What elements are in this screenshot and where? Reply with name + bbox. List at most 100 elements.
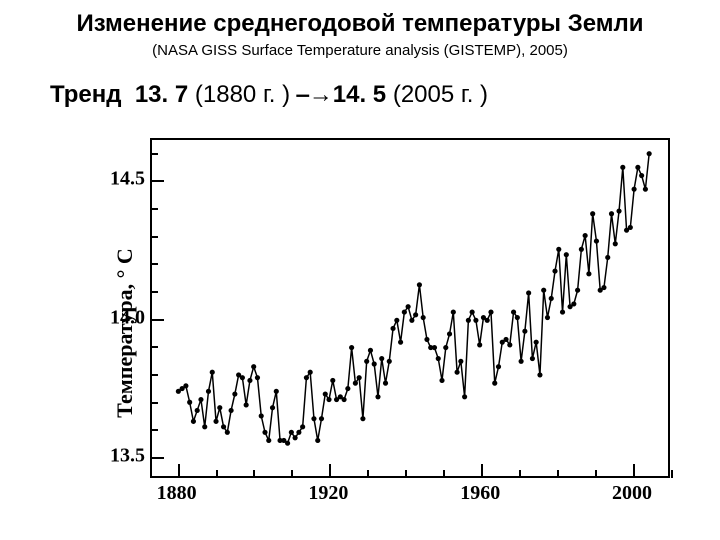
data-point xyxy=(413,312,418,317)
xtick-major xyxy=(481,464,483,478)
trend-line: Тренд 13. 7 (1880 г. ) ⎯→14. 5 (2005 г. … xyxy=(50,81,720,109)
data-point xyxy=(296,430,301,435)
data-point xyxy=(198,397,203,402)
data-point xyxy=(402,310,407,315)
xtick-major xyxy=(329,464,331,478)
data-point xyxy=(492,381,497,386)
data-point xyxy=(511,310,516,315)
data-point xyxy=(274,389,279,394)
xtick-minor xyxy=(253,470,255,478)
ytick-major xyxy=(150,180,164,182)
data-point xyxy=(635,165,640,170)
main-title: Изменение среднегодовой температуры Земл… xyxy=(0,0,720,38)
xtick-minor xyxy=(519,470,521,478)
data-point xyxy=(191,419,196,424)
data-point xyxy=(357,375,362,380)
data-point xyxy=(232,391,237,396)
data-point xyxy=(247,378,252,383)
data-point xyxy=(183,383,188,388)
data-line xyxy=(178,154,649,444)
data-point xyxy=(579,247,584,252)
data-point xyxy=(609,211,614,216)
data-point xyxy=(406,304,411,309)
ytick-minor xyxy=(150,402,158,404)
data-point xyxy=(229,408,234,413)
ytick-minor xyxy=(150,374,158,376)
data-point xyxy=(503,337,508,342)
data-point xyxy=(477,342,482,347)
data-point xyxy=(439,378,444,383)
data-point xyxy=(515,315,520,320)
data-point xyxy=(221,424,226,429)
data-point xyxy=(266,438,271,443)
data-point xyxy=(571,301,576,306)
data-point xyxy=(436,356,441,361)
ytick-label: 13.5 xyxy=(100,444,145,467)
data-point xyxy=(323,391,328,396)
data-point xyxy=(432,345,437,350)
data-point xyxy=(240,375,245,380)
xtick-minor xyxy=(367,470,369,478)
data-point xyxy=(620,165,625,170)
data-point xyxy=(304,375,309,380)
data-point xyxy=(270,405,275,410)
data-point xyxy=(375,394,380,399)
data-point xyxy=(387,359,392,364)
data-point xyxy=(526,290,531,295)
data-point xyxy=(537,372,542,377)
chart-area: Температура, ° С 13.514.014.518801920196… xyxy=(40,138,680,528)
data-point xyxy=(545,315,550,320)
data-point xyxy=(213,419,218,424)
data-point xyxy=(590,211,595,216)
subtitle: (NASA GISS Surface Temperature analysis … xyxy=(0,42,720,59)
data-point xyxy=(628,225,633,230)
y-axis-label: Температура, ° С xyxy=(112,248,138,418)
data-point xyxy=(616,208,621,213)
data-point xyxy=(293,435,298,440)
xtick-major xyxy=(633,464,635,478)
data-point xyxy=(564,252,569,257)
data-point xyxy=(244,402,249,407)
page: Изменение среднегодовой температуры Земл… xyxy=(0,0,720,540)
data-point xyxy=(613,241,618,246)
data-point xyxy=(549,296,554,301)
data-point xyxy=(485,318,490,323)
data-point xyxy=(225,430,230,435)
data-point xyxy=(519,359,524,364)
data-point xyxy=(560,310,565,315)
data-point xyxy=(319,416,324,421)
data-point xyxy=(330,378,335,383)
data-point xyxy=(345,386,350,391)
trend-v2: 14. 5 xyxy=(333,81,386,108)
trend-label: Тренд xyxy=(50,81,121,108)
data-point xyxy=(300,424,305,429)
xtick-minor xyxy=(671,470,673,478)
data-point xyxy=(488,310,493,315)
data-point xyxy=(643,187,648,192)
data-point xyxy=(285,441,290,446)
xtick-label: 1960 xyxy=(460,482,500,505)
data-point xyxy=(308,370,313,375)
data-point xyxy=(455,370,460,375)
data-point xyxy=(187,400,192,405)
data-point xyxy=(556,247,561,252)
data-point xyxy=(541,288,546,293)
trend-p1: (1880 г. ) xyxy=(195,81,290,108)
data-point xyxy=(451,310,456,315)
xtick-minor xyxy=(216,470,218,478)
trend-v1: 13. 7 xyxy=(135,81,188,108)
data-point xyxy=(353,381,358,386)
xtick-minor xyxy=(557,470,559,478)
data-point xyxy=(394,318,399,323)
data-point xyxy=(202,424,207,429)
data-point xyxy=(647,151,652,156)
data-point xyxy=(206,389,211,394)
data-point xyxy=(379,356,384,361)
data-point xyxy=(462,394,467,399)
ytick-minor xyxy=(150,153,158,155)
data-point xyxy=(390,326,395,331)
data-point xyxy=(409,318,414,323)
ytick-minor xyxy=(150,236,158,238)
ytick-minor xyxy=(150,208,158,210)
ytick-label: 14.0 xyxy=(100,306,145,329)
